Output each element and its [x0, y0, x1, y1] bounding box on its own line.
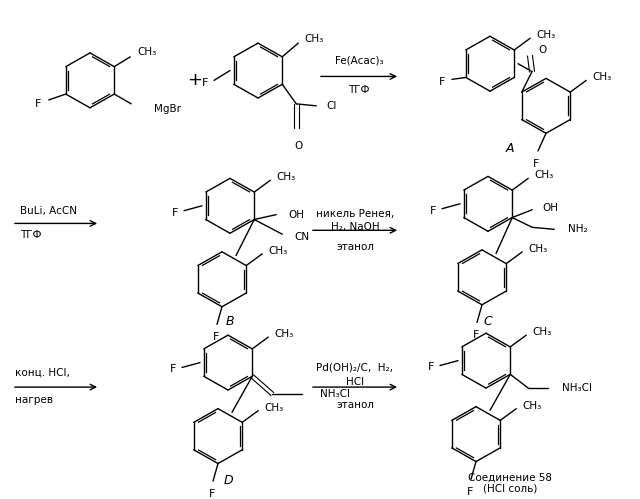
- Text: Соединение 58: Соединение 58: [468, 472, 552, 482]
- Text: CH₃: CH₃: [276, 172, 296, 182]
- Text: F: F: [209, 489, 215, 499]
- Text: конц. HCl,: конц. HCl,: [15, 367, 70, 377]
- Text: F: F: [467, 487, 473, 497]
- Text: Fe(Acac)₃: Fe(Acac)₃: [335, 56, 383, 66]
- Text: +: +: [188, 71, 202, 89]
- Text: F: F: [202, 78, 208, 88]
- Text: F: F: [428, 362, 434, 372]
- Text: NH₃Cl: NH₃Cl: [320, 389, 350, 399]
- Text: OH: OH: [542, 203, 558, 213]
- Text: CH₃: CH₃: [534, 171, 554, 181]
- Text: F: F: [473, 330, 479, 340]
- Text: C: C: [484, 315, 492, 328]
- Text: CH₃: CH₃: [528, 244, 547, 254]
- Text: F: F: [172, 208, 178, 218]
- Text: D: D: [223, 474, 233, 487]
- Text: CN: CN: [294, 232, 309, 242]
- Text: B: B: [226, 315, 234, 328]
- Text: (HCl соль): (HCl соль): [483, 484, 537, 494]
- Text: ТГФ: ТГФ: [20, 230, 42, 240]
- Text: CH₃: CH₃: [592, 72, 611, 82]
- Text: ТГФ: ТГФ: [348, 85, 370, 95]
- Text: CH₃: CH₃: [522, 401, 541, 411]
- Text: CH₃: CH₃: [304, 34, 323, 44]
- Text: Cl: Cl: [326, 101, 337, 111]
- Text: F: F: [35, 99, 41, 109]
- Text: F: F: [429, 206, 436, 216]
- Text: F: F: [438, 77, 445, 87]
- Text: F: F: [533, 159, 539, 169]
- Text: F: F: [170, 364, 176, 374]
- Text: CH₃: CH₃: [137, 47, 157, 57]
- Text: CH₃: CH₃: [264, 403, 284, 413]
- Text: F: F: [213, 332, 219, 342]
- Text: Pd(OH)₂/C,  H₂,: Pd(OH)₂/C, H₂,: [317, 362, 394, 372]
- Text: нагрев: нагрев: [15, 395, 53, 405]
- Text: этанол: этанол: [336, 400, 374, 410]
- Text: NH₂: NH₂: [568, 225, 588, 235]
- Text: CH₃: CH₃: [532, 327, 552, 337]
- Text: A: A: [506, 142, 515, 156]
- Text: O: O: [538, 45, 547, 55]
- Text: HCl: HCl: [346, 377, 364, 387]
- Text: BuLi, AcCN: BuLi, AcCN: [20, 206, 77, 216]
- Text: O: O: [294, 141, 302, 151]
- Text: CH₃: CH₃: [275, 329, 294, 339]
- Text: никель Ренея,: никель Ренея,: [316, 209, 394, 219]
- Text: CH₃: CH₃: [536, 30, 556, 40]
- Text: этанол: этанол: [336, 242, 374, 252]
- Text: OH: OH: [288, 210, 304, 220]
- Text: CH₃: CH₃: [268, 246, 287, 256]
- Text: NH₃Cl: NH₃Cl: [563, 383, 592, 393]
- Text: H₂, NaOH: H₂, NaOH: [331, 223, 380, 233]
- Text: MgBr: MgBr: [154, 104, 181, 114]
